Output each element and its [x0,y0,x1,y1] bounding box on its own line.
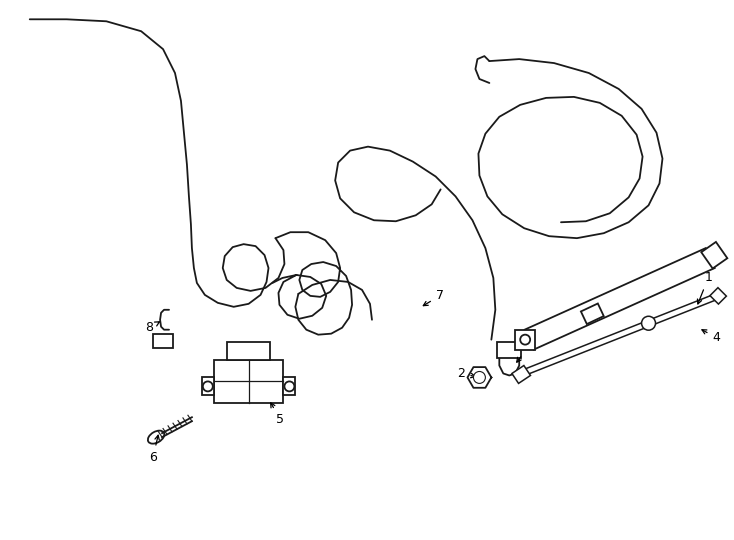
Polygon shape [710,288,727,304]
Polygon shape [512,366,531,383]
Text: 5: 5 [271,403,285,426]
Polygon shape [581,303,604,324]
Circle shape [203,381,213,391]
Bar [515,330,535,349]
Bar [202,377,214,395]
Text: 4: 4 [702,330,720,344]
Bar [227,342,271,360]
Bar [498,342,521,357]
Bar [283,377,295,395]
Bar [214,360,283,403]
Circle shape [285,381,294,391]
Text: 1: 1 [697,272,712,304]
Bar [701,242,727,268]
Circle shape [520,335,530,345]
Bar [153,334,173,348]
Polygon shape [518,293,719,377]
Polygon shape [525,248,715,349]
Text: 2: 2 [457,367,476,380]
Ellipse shape [148,430,164,444]
Text: 8: 8 [145,321,159,334]
Circle shape [473,372,485,383]
Text: 7: 7 [424,289,443,306]
Text: 6: 6 [149,435,159,463]
Text: 3: 3 [517,339,533,362]
Circle shape [642,316,655,330]
